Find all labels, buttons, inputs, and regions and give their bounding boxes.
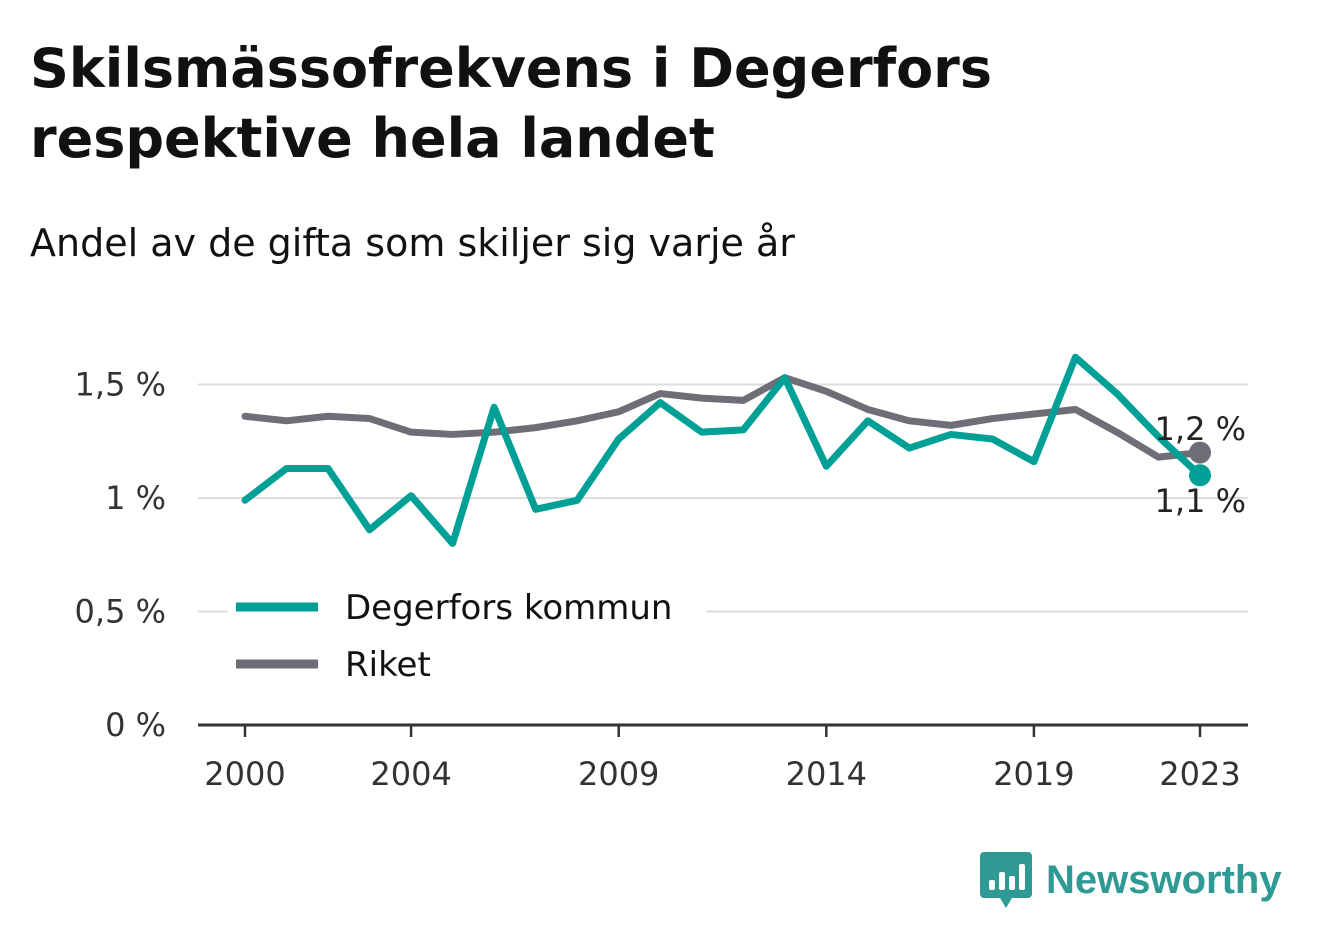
legend-label: Riket [345,645,431,685]
axes: 0 % 0,5 % 1 % 1,5 % 2000 2004 2009 2014 2019 2023 [75,366,1248,793]
bar-chart-speech-bubble-icon [980,852,1032,908]
brand-logo: Newsworthy [980,850,1282,910]
brand-name: Newsworthy [1046,857,1282,902]
series-lines [241,353,1211,547]
y-tick-label: 1 % [105,479,166,517]
end-label: 1,1 % [1155,482,1246,520]
end-labels: 1,2 % 1,1 % [1155,410,1246,520]
y-tick-label: 0,5 % [75,593,166,631]
end-point-marker [1189,464,1211,487]
legend: Degerfors kommun Riket [228,580,706,690]
x-tick-label: 2004 [370,755,451,793]
y-tick-label: 0 % [105,706,166,744]
end-point-marker [1189,441,1211,464]
chart-subtitle: Andel av de gifta som skiljer sig varje … [30,221,795,265]
series-line [241,353,1204,547]
x-tick-label: 2014 [786,755,867,793]
series-line [241,374,1204,461]
legend-label: Degerfors kommun [345,588,672,628]
chart-title: Skilsmässofrekvens i Degerfors respektiv… [30,37,992,170]
x-tick-label: 2000 [204,755,285,793]
x-tick-label: 2009 [578,755,659,793]
x-tick-label: 2019 [993,755,1074,793]
y-tick-label: 1,5 % [75,366,166,404]
x-tick-label: 2023 [1159,755,1240,793]
legend-background [228,580,706,690]
end-label: 1,2 % [1155,410,1246,448]
